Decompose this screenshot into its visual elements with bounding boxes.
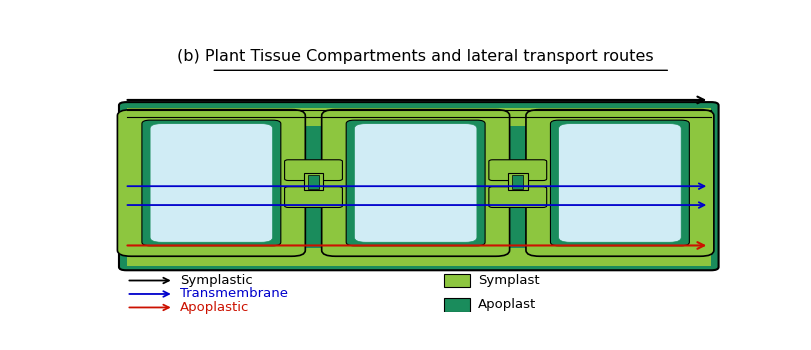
Bar [127, 248, 711, 266]
FancyBboxPatch shape [551, 120, 689, 246]
FancyBboxPatch shape [322, 110, 509, 256]
FancyBboxPatch shape [489, 187, 547, 208]
FancyBboxPatch shape [346, 120, 485, 246]
FancyBboxPatch shape [444, 274, 470, 287]
Text: Symplastic: Symplastic [180, 274, 253, 287]
Text: Transmembrane: Transmembrane [180, 287, 288, 301]
Bar [127, 108, 711, 126]
FancyBboxPatch shape [119, 102, 719, 270]
FancyBboxPatch shape [526, 110, 714, 256]
FancyBboxPatch shape [354, 124, 477, 242]
Text: Apoplast: Apoplast [478, 298, 536, 311]
FancyBboxPatch shape [308, 175, 319, 189]
FancyBboxPatch shape [118, 110, 305, 256]
FancyBboxPatch shape [513, 175, 523, 189]
FancyBboxPatch shape [142, 120, 281, 246]
Text: Apoplastic: Apoplastic [180, 301, 249, 314]
FancyBboxPatch shape [303, 173, 324, 190]
FancyBboxPatch shape [489, 160, 547, 181]
FancyBboxPatch shape [444, 298, 470, 312]
FancyBboxPatch shape [285, 187, 342, 208]
FancyBboxPatch shape [150, 124, 272, 242]
FancyBboxPatch shape [508, 173, 528, 190]
Text: Symplast: Symplast [478, 274, 539, 287]
FancyBboxPatch shape [285, 160, 342, 181]
Text: (b) Plant Tissue Compartments and lateral transport routes: (b) Plant Tissue Compartments and latera… [178, 49, 654, 64]
FancyBboxPatch shape [559, 124, 681, 242]
